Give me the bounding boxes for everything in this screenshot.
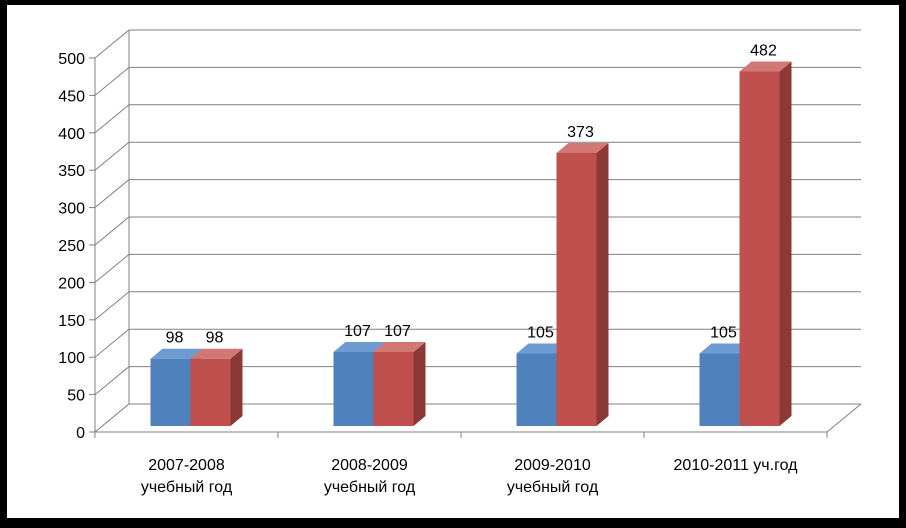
data-label: 107 — [344, 323, 371, 340]
y-tick-label: 350 — [58, 163, 85, 180]
gridline-side — [94, 403, 130, 433]
floor-right-edge — [826, 403, 862, 433]
y-tick-label: 400 — [58, 126, 85, 143]
bar-side — [230, 348, 243, 426]
x-tick-label: учебный год — [324, 479, 416, 496]
data-label: 482 — [750, 42, 777, 59]
bar-front — [190, 358, 231, 426]
data-label: 373 — [567, 124, 594, 141]
data-label: 98 — [166, 330, 184, 347]
gridline-side — [94, 67, 130, 96]
bar-top — [556, 142, 609, 153]
gridline-side — [94, 366, 130, 395]
data-label: 105 — [527, 324, 554, 341]
x-tick-label: 2007-2008 — [148, 457, 225, 474]
x-tick-label: учебный год — [141, 479, 233, 496]
bar-top — [739, 61, 792, 72]
x-tick-label: учебный год — [507, 479, 599, 496]
y-tick-label: 50 — [67, 388, 85, 405]
y-tick-label: 150 — [58, 313, 85, 330]
bar-side — [779, 61, 792, 427]
x-tick-label: 2010-2011 уч.год — [674, 457, 799, 474]
y-tick-label: 100 — [58, 350, 85, 367]
y-tick-label: 250 — [58, 238, 85, 255]
bar-top — [150, 348, 203, 359]
bar-front — [516, 353, 557, 426]
y-tick-label: 200 — [58, 275, 85, 292]
data-label: 98 — [206, 330, 224, 347]
gridline-side — [94, 291, 130, 321]
bar-top — [333, 341, 386, 352]
bar-top — [190, 348, 243, 359]
y-tick-label: 500 — [58, 51, 85, 68]
gridline-side — [94, 29, 130, 59]
gridline-side — [94, 179, 130, 208]
bar-side — [413, 341, 426, 426]
data-label: 105 — [710, 324, 737, 341]
bar-front — [333, 351, 374, 426]
bar-front — [556, 152, 597, 426]
bar-chart: 0 50 100 150 200 250 300 350 400 450 500 98 98 2007-2… — [58, 29, 862, 496]
gridline-side — [94, 328, 130, 358]
bar-top — [516, 343, 569, 354]
gridline-side — [94, 104, 130, 134]
y-tick-label: 300 — [58, 201, 85, 218]
bar-side — [596, 142, 609, 426]
gridline-side — [94, 141, 130, 171]
bar-front — [739, 71, 780, 427]
data-label: 107 — [384, 323, 411, 340]
gridline-side — [94, 216, 130, 246]
bar-top — [373, 341, 426, 352]
chart-area: 0 50 100 150 200 250 300 350 400 450 500 98 98 2007-2… — [7, 5, 899, 518]
bar-front — [373, 351, 414, 426]
bar-front — [150, 358, 191, 426]
gridline-side — [94, 254, 130, 283]
bar-top — [699, 343, 752, 354]
y-tick-label: 0 — [76, 425, 85, 442]
y-tick-label: 450 — [58, 88, 85, 105]
bar-front — [699, 353, 740, 426]
x-tick-label: 2009-2010 — [514, 457, 591, 474]
x-tick-label: 2008-2009 — [331, 457, 408, 474]
